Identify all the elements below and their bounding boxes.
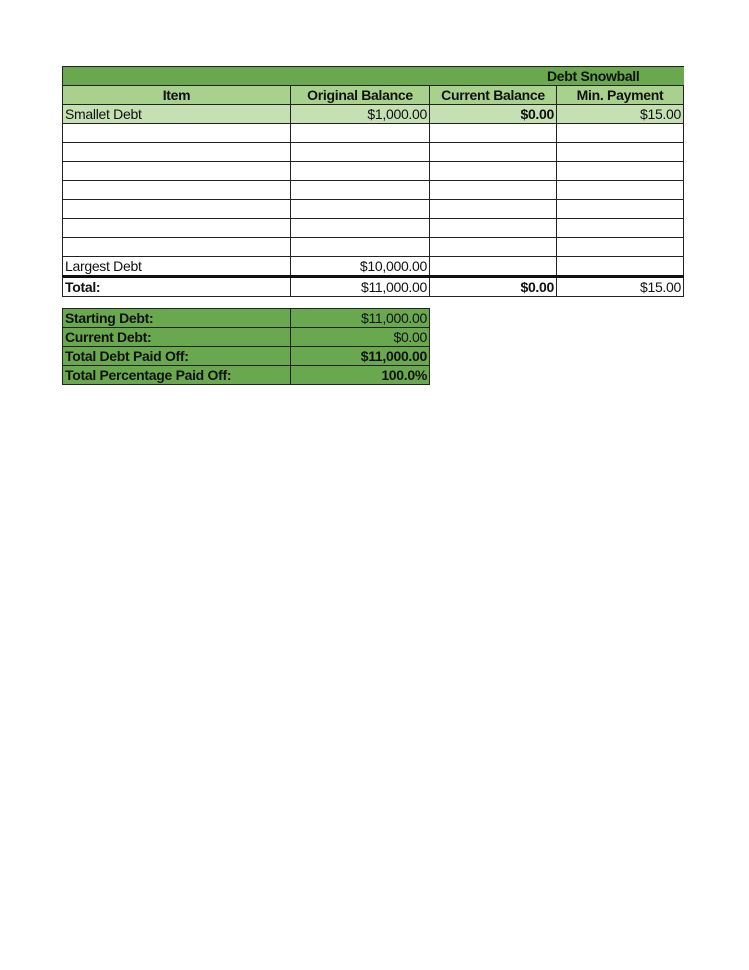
summary-table: Starting Debt: $11,000.00 Current Debt: $0… bbox=[62, 308, 430, 385]
summary-row: Starting Debt: $11,000.00 bbox=[62, 308, 430, 328]
column-header: Original Balance bbox=[290, 85, 430, 105]
cell-current bbox=[429, 161, 557, 181]
cell-item bbox=[62, 218, 291, 238]
cell-current bbox=[429, 237, 557, 257]
cell-current bbox=[429, 218, 557, 238]
cell-item bbox=[62, 123, 291, 143]
cell-min: $15.00 bbox=[556, 104, 684, 124]
table-row bbox=[62, 237, 684, 257]
total-label: Total: bbox=[62, 275, 291, 297]
table-row bbox=[62, 218, 684, 238]
cell-original bbox=[290, 218, 430, 238]
table-title: Debt Snowball bbox=[62, 66, 684, 86]
summary-row: Total Debt Paid Off: $11,000.00 bbox=[62, 346, 430, 366]
summary-row: Current Debt: $0.00 bbox=[62, 327, 430, 347]
cell-original bbox=[290, 199, 430, 219]
summary-value: $0.00 bbox=[290, 327, 430, 347]
title-row: Debt Snowball bbox=[62, 66, 684, 86]
cell-current: $0.00 bbox=[429, 104, 557, 124]
cell-original bbox=[290, 123, 430, 143]
summary-value: 100.0% bbox=[290, 365, 430, 385]
cell-min bbox=[556, 123, 684, 143]
table-row: Smallet Debt $1,000.00 $0.00 $15.00 bbox=[62, 104, 684, 124]
column-header: Current Balance bbox=[429, 85, 557, 105]
cell-min bbox=[556, 180, 684, 200]
summary-label: Total Debt Paid Off: bbox=[62, 346, 291, 366]
cell-min bbox=[556, 199, 684, 219]
cell-original bbox=[290, 161, 430, 181]
cell-min bbox=[556, 256, 684, 277]
cell-min bbox=[556, 237, 684, 257]
summary-label: Total Percentage Paid Off: bbox=[62, 365, 291, 385]
cell-item bbox=[62, 142, 291, 162]
cell-current bbox=[429, 123, 557, 143]
summary-value: $11,000.00 bbox=[290, 308, 430, 328]
cell-original bbox=[290, 180, 430, 200]
cell-item bbox=[62, 199, 291, 219]
total-row: Total: $11,000.00 $0.00 $15.00 bbox=[62, 275, 684, 297]
cell-current bbox=[429, 142, 557, 162]
debt-snowball-table: Debt Snowball Item Original Balance Curr… bbox=[62, 66, 684, 297]
cell-original bbox=[290, 237, 430, 257]
column-header: Item bbox=[62, 85, 291, 105]
summary-label: Current Debt: bbox=[62, 327, 291, 347]
total-original: $11,000.00 bbox=[290, 275, 430, 297]
cell-current bbox=[429, 199, 557, 219]
table-row bbox=[62, 161, 684, 181]
cell-item: Largest Debt bbox=[62, 256, 291, 277]
cell-item bbox=[62, 161, 291, 181]
table-row bbox=[62, 142, 684, 162]
summary-row: Total Percentage Paid Off: 100.0% bbox=[62, 365, 430, 385]
cell-current bbox=[429, 180, 557, 200]
summary-value: $11,000.00 bbox=[290, 346, 430, 366]
cell-item: Smallet Debt bbox=[62, 104, 291, 124]
cell-min bbox=[556, 218, 684, 238]
table-row bbox=[62, 180, 684, 200]
cell-min bbox=[556, 142, 684, 162]
cell-current bbox=[429, 256, 557, 277]
cell-original bbox=[290, 142, 430, 162]
cell-item bbox=[62, 237, 291, 257]
cell-min bbox=[556, 161, 684, 181]
column-header: Min. Payment bbox=[556, 85, 684, 105]
summary-label: Starting Debt: bbox=[62, 308, 291, 328]
table-row bbox=[62, 123, 684, 143]
cell-original: $10,000.00 bbox=[290, 256, 430, 277]
cell-original: $1,000.00 bbox=[290, 104, 430, 124]
total-current: $0.00 bbox=[429, 275, 557, 297]
table-row: Largest Debt $10,000.00 bbox=[62, 256, 684, 277]
table-row bbox=[62, 199, 684, 219]
total-min: $15.00 bbox=[556, 275, 684, 297]
header-row: Item Original Balance Current Balance Mi… bbox=[62, 85, 684, 105]
cell-item bbox=[62, 180, 291, 200]
